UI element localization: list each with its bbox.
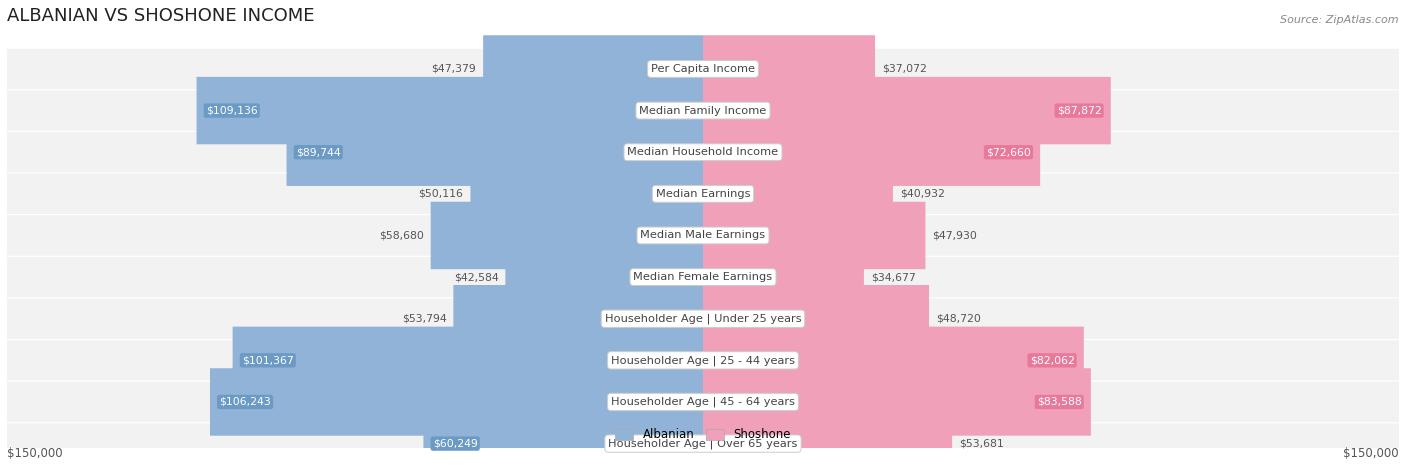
FancyBboxPatch shape xyxy=(7,174,1399,214)
Text: $87,872: $87,872 xyxy=(1057,106,1101,116)
FancyBboxPatch shape xyxy=(7,382,1399,422)
FancyBboxPatch shape xyxy=(287,119,703,186)
FancyBboxPatch shape xyxy=(7,298,1399,339)
Text: Householder Age | 25 - 44 years: Householder Age | 25 - 44 years xyxy=(612,355,794,366)
FancyBboxPatch shape xyxy=(703,410,952,467)
FancyBboxPatch shape xyxy=(703,160,893,227)
Text: ALBANIAN VS SHOSHONE INCOME: ALBANIAN VS SHOSHONE INCOME xyxy=(7,7,315,25)
FancyBboxPatch shape xyxy=(7,257,1399,297)
FancyBboxPatch shape xyxy=(7,424,1399,464)
Text: Median Family Income: Median Family Income xyxy=(640,106,766,116)
Text: Householder Age | Under 25 years: Householder Age | Under 25 years xyxy=(605,313,801,324)
Text: $60,249: $60,249 xyxy=(433,439,478,449)
FancyBboxPatch shape xyxy=(471,160,703,227)
Text: $150,000: $150,000 xyxy=(1343,447,1399,460)
FancyBboxPatch shape xyxy=(703,285,929,353)
FancyBboxPatch shape xyxy=(703,368,1091,436)
FancyBboxPatch shape xyxy=(703,77,1111,144)
Text: Source: ZipAtlas.com: Source: ZipAtlas.com xyxy=(1281,15,1399,25)
Text: Householder Age | Over 65 years: Householder Age | Over 65 years xyxy=(609,439,797,449)
FancyBboxPatch shape xyxy=(7,91,1399,131)
FancyBboxPatch shape xyxy=(423,410,703,467)
FancyBboxPatch shape xyxy=(505,243,703,311)
Text: Per Capita Income: Per Capita Income xyxy=(651,64,755,74)
Text: $47,930: $47,930 xyxy=(932,231,977,241)
Text: Median Female Earnings: Median Female Earnings xyxy=(634,272,772,282)
Text: $53,681: $53,681 xyxy=(959,439,1004,449)
FancyBboxPatch shape xyxy=(703,326,1084,394)
FancyBboxPatch shape xyxy=(703,119,1040,186)
Text: $106,243: $106,243 xyxy=(219,397,271,407)
FancyBboxPatch shape xyxy=(7,49,1399,89)
Text: Householder Age | 45 - 64 years: Householder Age | 45 - 64 years xyxy=(612,397,794,407)
Text: $37,072: $37,072 xyxy=(882,64,927,74)
Text: $47,379: $47,379 xyxy=(432,64,477,74)
Text: Median Earnings: Median Earnings xyxy=(655,189,751,199)
Text: $83,588: $83,588 xyxy=(1036,397,1081,407)
Text: Median Male Earnings: Median Male Earnings xyxy=(641,231,765,241)
Legend: Albanian, Shoshone: Albanian, Shoshone xyxy=(610,424,796,446)
FancyBboxPatch shape xyxy=(453,285,703,353)
Text: $101,367: $101,367 xyxy=(242,355,294,365)
FancyBboxPatch shape xyxy=(7,132,1399,172)
Text: Median Household Income: Median Household Income xyxy=(627,147,779,157)
FancyBboxPatch shape xyxy=(703,35,875,103)
Text: $42,584: $42,584 xyxy=(454,272,499,282)
Text: $48,720: $48,720 xyxy=(936,314,981,324)
FancyBboxPatch shape xyxy=(7,215,1399,255)
Text: $50,116: $50,116 xyxy=(419,189,464,199)
FancyBboxPatch shape xyxy=(703,202,925,269)
Text: $34,677: $34,677 xyxy=(870,272,915,282)
FancyBboxPatch shape xyxy=(484,35,703,103)
Text: $58,680: $58,680 xyxy=(378,231,423,241)
FancyBboxPatch shape xyxy=(703,243,863,311)
Text: $72,660: $72,660 xyxy=(986,147,1031,157)
Text: $109,136: $109,136 xyxy=(205,106,257,116)
Text: $40,932: $40,932 xyxy=(900,189,945,199)
FancyBboxPatch shape xyxy=(209,368,703,436)
FancyBboxPatch shape xyxy=(197,77,703,144)
Text: $53,794: $53,794 xyxy=(402,314,447,324)
FancyBboxPatch shape xyxy=(430,202,703,269)
Text: $89,744: $89,744 xyxy=(295,147,340,157)
FancyBboxPatch shape xyxy=(7,340,1399,381)
Text: $150,000: $150,000 xyxy=(7,447,63,460)
FancyBboxPatch shape xyxy=(232,326,703,394)
Text: $82,062: $82,062 xyxy=(1029,355,1074,365)
